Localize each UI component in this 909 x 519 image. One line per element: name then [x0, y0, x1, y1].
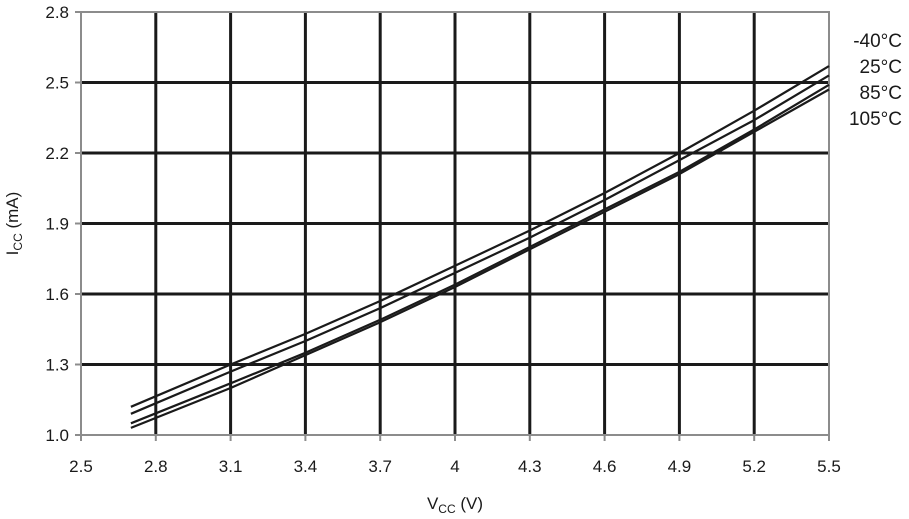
series-lines	[130, 65, 830, 429]
x-tick-label: 4.3	[518, 457, 542, 476]
y-tick-label: 2.8	[45, 3, 69, 22]
x-tick-label: 5.5	[817, 457, 841, 476]
y-tick-label: 1.0	[45, 426, 69, 445]
x-axis-title-unit: (V)	[456, 494, 483, 513]
y-axis-title: ICC (mA)	[3, 192, 25, 256]
series-line	[130, 83, 830, 425]
x-tick-label: 3.4	[294, 457, 318, 476]
x-tick-labels: 2.5 2.8 3.1 3.4 3.7 4 4.3 4.6 4.9 5.2 5.5	[69, 457, 841, 476]
series-line	[130, 74, 830, 415]
series-line	[130, 65, 830, 408]
x-tick-label: 4	[450, 457, 459, 476]
y-tick-label: 2.5	[45, 74, 69, 93]
y-axis-title-unit: (mA)	[3, 192, 22, 234]
series-line	[130, 88, 830, 429]
y-axis-title-main: I	[3, 251, 22, 256]
x-tick-label: 5.2	[742, 457, 766, 476]
legend-entry: 85°C	[860, 83, 902, 104]
x-axis-title-sub: CC	[438, 502, 456, 516]
x-tick-label: 2.5	[69, 457, 93, 476]
x-axis-title: VCC (V)	[427, 494, 483, 516]
x-tick-label: 3.1	[219, 457, 243, 476]
x-tick-label: 2.8	[144, 457, 168, 476]
grid	[75, 11, 830, 441]
y-tick-label: 1.3	[45, 356, 69, 375]
x-axis-title-main: V	[427, 494, 439, 513]
legend-entry: -40°C	[853, 31, 902, 52]
y-axis-title-sub: CC	[11, 233, 25, 251]
plot-frame	[80, 11, 830, 436]
x-tick-label: 4.6	[593, 457, 617, 476]
y-tick-label: 1.9	[45, 215, 69, 234]
y-tick-label: 2.2	[45, 144, 69, 163]
legend: -40°C 25°C 85°C 105°C	[849, 31, 902, 130]
x-tick-label: 4.9	[668, 457, 692, 476]
x-tick-label: 3.7	[368, 457, 392, 476]
y-tick-label: 1.6	[45, 285, 69, 304]
y-tick-labels: 1.0 1.3 1.6 1.9 2.2 2.5 2.8	[45, 3, 69, 445]
legend-entry: 25°C	[860, 57, 902, 78]
legend-entry: 105°C	[849, 109, 902, 130]
y-axis-title-group: ICC (mA)	[3, 192, 25, 256]
